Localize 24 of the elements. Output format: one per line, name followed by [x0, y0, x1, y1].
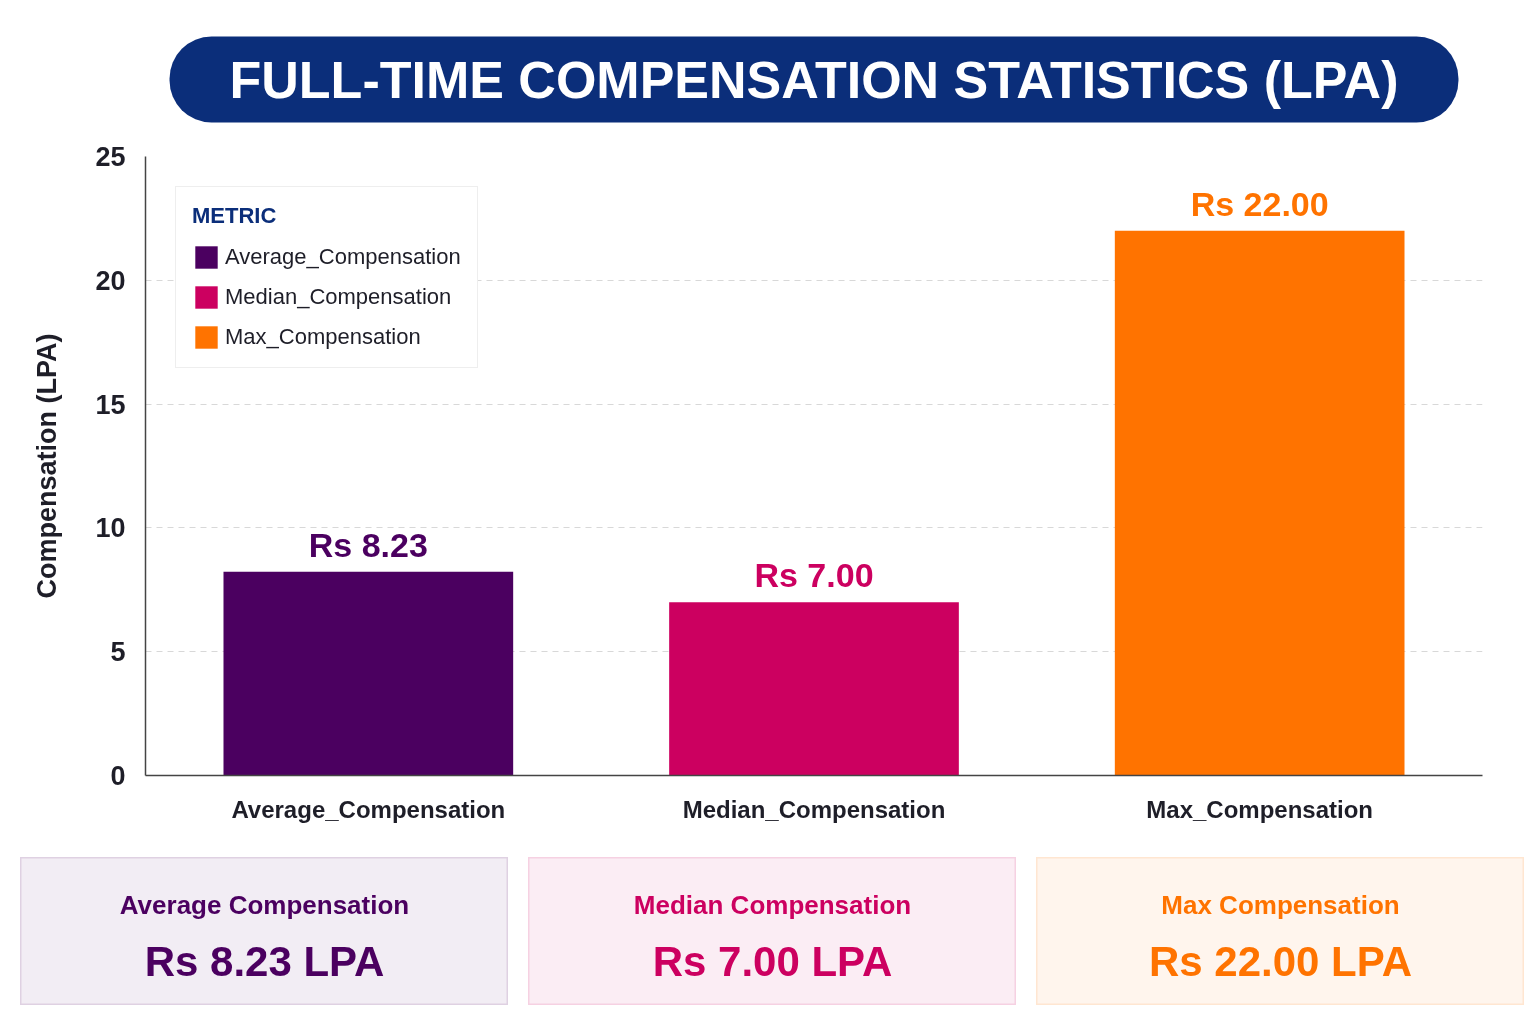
- text: Average Compensation: [119, 889, 410, 920]
- y-tick-label: 20: [95, 265, 126, 296]
- data-label: Rs 22.00: [1190, 184, 1329, 223]
- y-tick-label: 10: [95, 513, 126, 544]
- x-tick-label: Max_Compensation: [1146, 795, 1374, 823]
- legend-label: Average_Compensation: [225, 244, 461, 270]
- y-axis-title: Compensation (LPA): [32, 333, 63, 599]
- text: Max Compensation: [1161, 889, 1400, 920]
- x-tick-label: Median_Compensation: [682, 795, 946, 823]
- data-label: Rs 8.23: [308, 525, 428, 564]
- y-tick-label: 5: [110, 637, 126, 668]
- text: Rs 8.23 LPA: [144, 937, 385, 985]
- legend-label: Median_Compensation: [225, 284, 452, 310]
- y-tick-label: 15: [95, 389, 126, 420]
- legend-label: Max_Compensation: [225, 324, 421, 350]
- chart-title: FULL-TIME COMPENSATION STATISTICS (LPA): [229, 50, 1399, 109]
- y-tick-label: 0: [110, 761, 126, 791]
- text: Rs 22.00 LPA: [1148, 937, 1413, 985]
- text: Rs 7.00 LPA: [652, 937, 893, 985]
- x-tick-label: Average_Compensation: [231, 795, 506, 823]
- y-tick-label: 25: [95, 142, 126, 172]
- legend-title: METRIC: [192, 203, 278, 229]
- data-label: Rs 7.00: [754, 556, 874, 595]
- text: Median Compensation: [633, 889, 912, 920]
